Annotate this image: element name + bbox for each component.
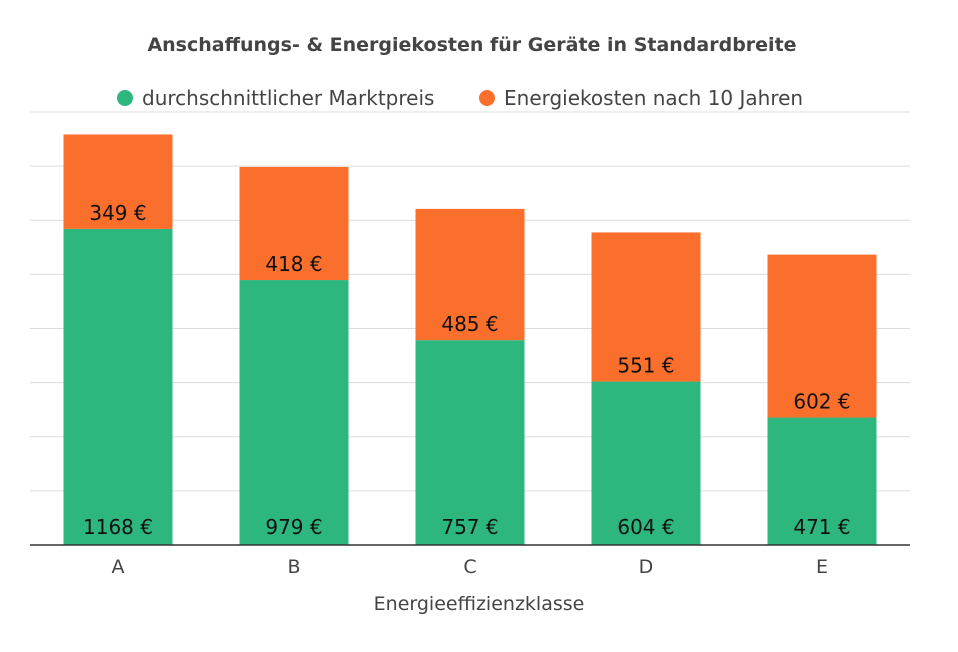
data-label: 602 € [793, 390, 850, 414]
bar-E-series-1 [767, 254, 877, 418]
data-label: 551 € [617, 354, 674, 378]
data-label: 485 € [441, 312, 498, 336]
bar-B-series-1 [239, 166, 349, 281]
x-tick-labels: A B C D E [112, 556, 829, 578]
x-tick-label: B [287, 556, 300, 578]
legend-marker [479, 90, 495, 106]
data-label: 1168 € [83, 515, 153, 539]
chart-title: Anschaffungs- & Energiekosten für Geräte… [147, 34, 796, 56]
data-label: 604 € [617, 515, 674, 539]
legend: durchschnittlicher Marktpreis Energiekost… [117, 86, 803, 110]
data-label: 757 € [441, 515, 498, 539]
bar-D-series-1 [591, 232, 701, 382]
legend-marker [117, 90, 133, 106]
data-label: 349 € [89, 201, 146, 225]
data-labels: 1168 € 349 € 979 € 418 € 757 € 485 € 604 € 551 … [83, 201, 851, 539]
bar-A-series-1 [63, 134, 173, 229]
data-label: 979 € [265, 515, 322, 539]
x-tick-label: D [639, 556, 654, 578]
x-tick-label: A [112, 556, 125, 578]
bar-C-series-0 [415, 340, 525, 545]
bar-E-series-0 [767, 417, 877, 545]
bar-C-series-1 [415, 208, 525, 341]
legend-label: durchschnittlicher Marktpreis [142, 86, 434, 110]
legend-label: Energiekosten nach 10 Jahren [504, 86, 803, 110]
bars [63, 134, 877, 545]
data-label: 471 € [793, 515, 850, 539]
bar-B-series-0 [239, 280, 349, 545]
data-label: 418 € [265, 252, 322, 276]
bar-A-series-0 [63, 228, 173, 545]
x-axis-label: Energieeffizienzklasse [374, 593, 585, 615]
x-tick-label: E [816, 556, 828, 578]
x-tick-label: C [463, 556, 476, 578]
bar-D-series-0 [591, 381, 701, 545]
